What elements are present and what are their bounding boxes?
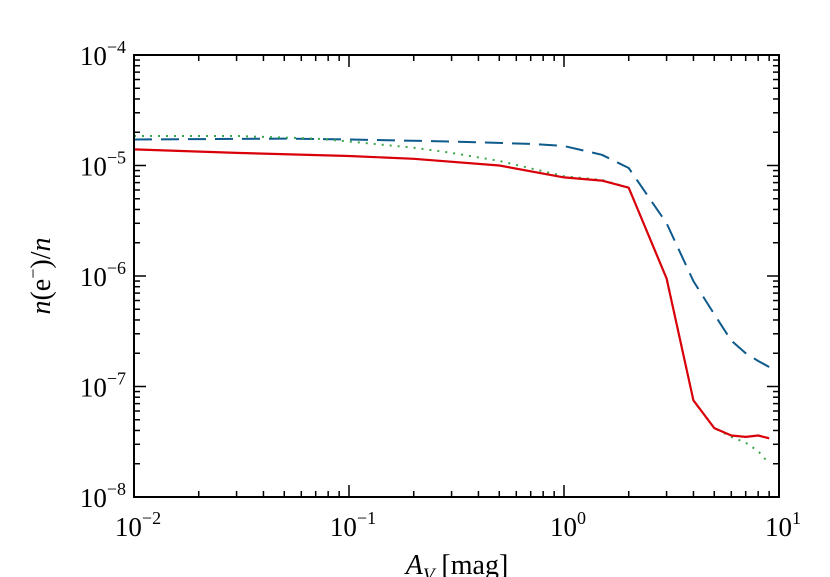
y-tick-label: 10−4 (80, 37, 126, 71)
series-line-dashed (133, 137, 770, 368)
series-line-dotted (134, 135, 770, 465)
y-axis-label: n(e−)/n (23, 237, 57, 314)
series-line-solid (133, 148, 770, 440)
x-tick-label: 101 (765, 508, 801, 542)
y-tick-label: 10−7 (80, 369, 126, 403)
labels-layer: 10−2 10−1 100 101 10−8 10−7 10−6 10−5 10−4 AV [ma… (23, 37, 801, 577)
y-tick-label: 10−5 (80, 148, 126, 182)
x-axis-label: AV [mag] (404, 550, 509, 577)
series-layer (133, 135, 770, 465)
y-tick-label: 10−8 (80, 479, 126, 513)
x-tick-label: 100 (550, 508, 586, 542)
y-tick-label: 10−6 (80, 258, 126, 292)
x-tick-label: 10−2 (115, 508, 161, 542)
x-tick-label: 10−1 (330, 508, 376, 542)
ticks-layer (133, 54, 780, 498)
plot-frame (133, 54, 780, 498)
